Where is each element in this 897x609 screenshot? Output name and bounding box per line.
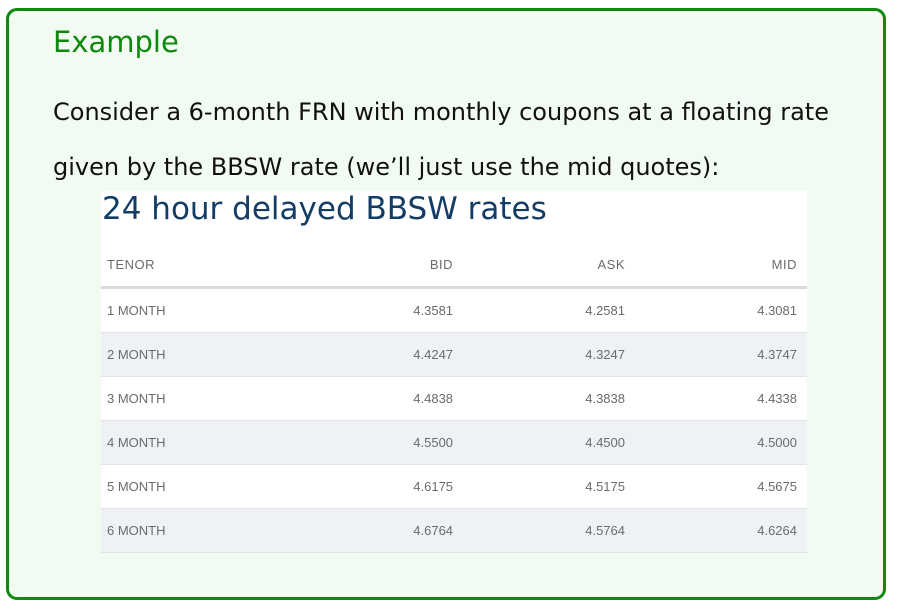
table-row: 6 MONTH 4.6764 4.5764 4.6264 <box>101 508 807 553</box>
cell-ask: 4.5175 <box>453 464 625 509</box>
example-description: Consider a 6-month FRN with monthly coup… <box>53 98 829 181</box>
cell-mid: 4.4338 <box>625 376 807 421</box>
table-row: 3 MONTH 4.4838 4.3838 4.4338 <box>101 376 807 421</box>
cell-tenor: 6 MONTH <box>101 508 266 553</box>
bbsw-rates-panel: 24 hour delayed BBSW rates TENOR BID ASK… <box>101 191 807 553</box>
rates-heading: 24 hour delayed BBSW rates <box>102 191 547 227</box>
cell-tenor: 1 MONTH <box>101 287 266 333</box>
cell-ask: 4.4500 <box>453 420 625 465</box>
cell-tenor: 4 MONTH <box>101 420 266 465</box>
table-row: 4 MONTH 4.5500 4.4500 4.5000 <box>101 420 807 465</box>
cell-mid: 4.3747 <box>625 332 807 377</box>
cell-mid: 4.5675 <box>625 464 807 509</box>
cell-mid: 4.5000 <box>625 420 807 465</box>
column-header-tenor: TENOR <box>101 243 266 289</box>
column-header-mid: MID <box>625 243 807 289</box>
cell-bid: 4.4838 <box>265 376 454 421</box>
cell-mid: 4.3081 <box>625 287 807 333</box>
cell-ask: 4.3247 <box>453 332 625 377</box>
rates-table: TENOR BID ASK MID 1 MONTH 4.3581 4.2581 … <box>101 243 807 553</box>
cell-ask: 4.5764 <box>453 508 625 553</box>
cell-ask: 4.3838 <box>453 376 625 421</box>
column-header-bid: BID <box>265 243 454 289</box>
column-header-ask: ASK <box>453 243 625 289</box>
table-row: 5 MONTH 4.6175 4.5175 4.5675 <box>101 464 807 509</box>
table-row: 2 MONTH 4.4247 4.3247 4.3747 <box>101 332 807 377</box>
cell-mid: 4.6264 <box>625 508 807 553</box>
cell-bid: 4.5500 <box>265 420 454 465</box>
example-box: Example Consider a 6-month FRN with mont… <box>6 8 886 600</box>
cell-tenor: 3 MONTH <box>101 376 266 421</box>
table-header-row: TENOR BID ASK MID <box>101 243 807 289</box>
cell-bid: 4.4247 <box>265 332 454 377</box>
cell-tenor: 2 MONTH <box>101 332 266 377</box>
cell-bid: 4.6764 <box>265 508 454 553</box>
cell-tenor: 5 MONTH <box>101 464 266 509</box>
cell-bid: 4.3581 <box>265 287 454 333</box>
table-row: 1 MONTH 4.3581 4.2581 4.3081 <box>101 287 807 333</box>
cell-bid: 4.6175 <box>265 464 454 509</box>
example-title: Example <box>53 25 179 59</box>
cell-ask: 4.2581 <box>453 287 625 333</box>
